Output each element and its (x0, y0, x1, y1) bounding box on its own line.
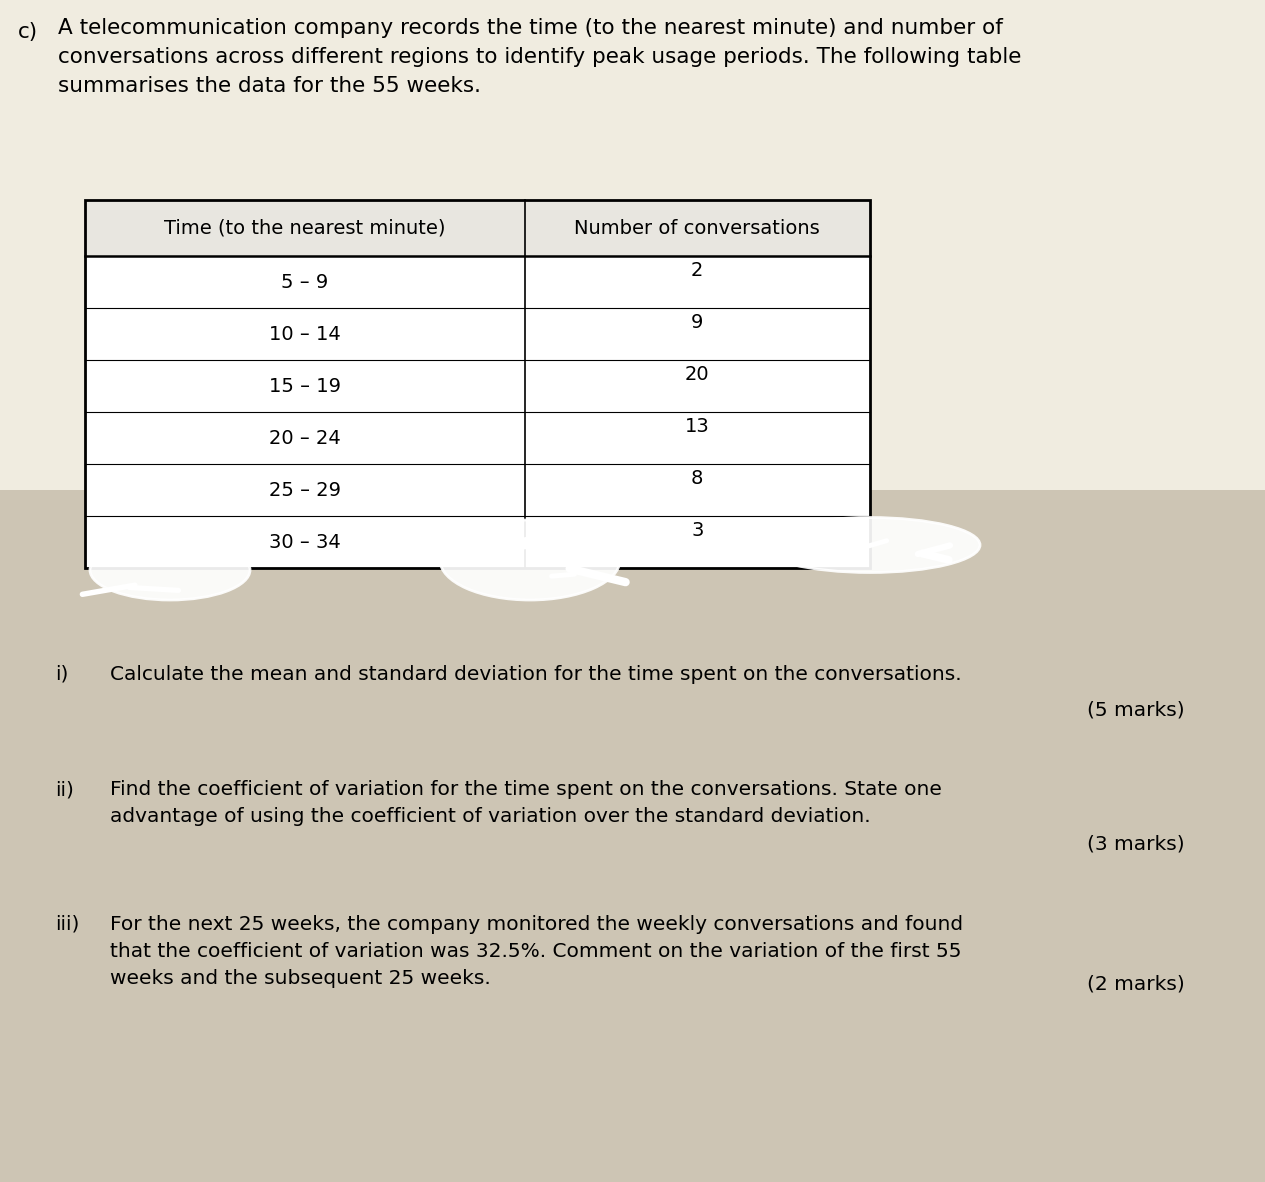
Text: (5 marks): (5 marks) (1088, 700, 1185, 719)
Bar (0, 0, 1265, 491)
Text: 5 – 9: 5 – 9 (281, 273, 329, 292)
Text: 9: 9 (691, 313, 703, 332)
Text: i): i) (54, 665, 68, 684)
Text: Calculate the mean and standard deviation for the time spent on the conversation: Calculate the mean and standard deviatio… (110, 665, 961, 684)
Text: c): c) (18, 22, 38, 43)
Text: ii): ii) (54, 780, 73, 799)
Text: 20: 20 (684, 365, 710, 384)
Text: A telecommunication company records the time (to the nearest minute) and number : A telecommunication company records the … (58, 18, 1021, 96)
Text: Number of conversations: Number of conversations (574, 219, 820, 238)
Text: 13: 13 (684, 417, 710, 436)
Text: 3: 3 (691, 521, 703, 540)
Text: For the next 25 weeks, the company monitored the weekly conversations and found
: For the next 25 weeks, the company monit… (110, 915, 963, 988)
Text: 15 – 19: 15 – 19 (268, 377, 340, 396)
Text: 25 – 29: 25 – 29 (268, 481, 340, 500)
Text: (3 marks): (3 marks) (1088, 834, 1185, 855)
Text: 8: 8 (691, 469, 703, 488)
Text: Find the coefficient of variation for the time spent on the conversations. State: Find the coefficient of variation for th… (110, 780, 942, 826)
Ellipse shape (760, 518, 980, 572)
Bar (85, 200, 870, 569)
Text: 20 – 24: 20 – 24 (269, 429, 340, 448)
Text: 30 – 34: 30 – 34 (269, 533, 340, 552)
Text: 2: 2 (691, 261, 703, 280)
Text: Time (to the nearest minute): Time (to the nearest minute) (164, 219, 445, 238)
Text: iii): iii) (54, 915, 80, 934)
Bar (85, 200, 870, 569)
Bar (85, 200, 870, 256)
Text: 10 – 14: 10 – 14 (269, 325, 340, 344)
Ellipse shape (440, 520, 620, 600)
Text: (2 marks): (2 marks) (1087, 975, 1185, 994)
Ellipse shape (90, 540, 250, 600)
